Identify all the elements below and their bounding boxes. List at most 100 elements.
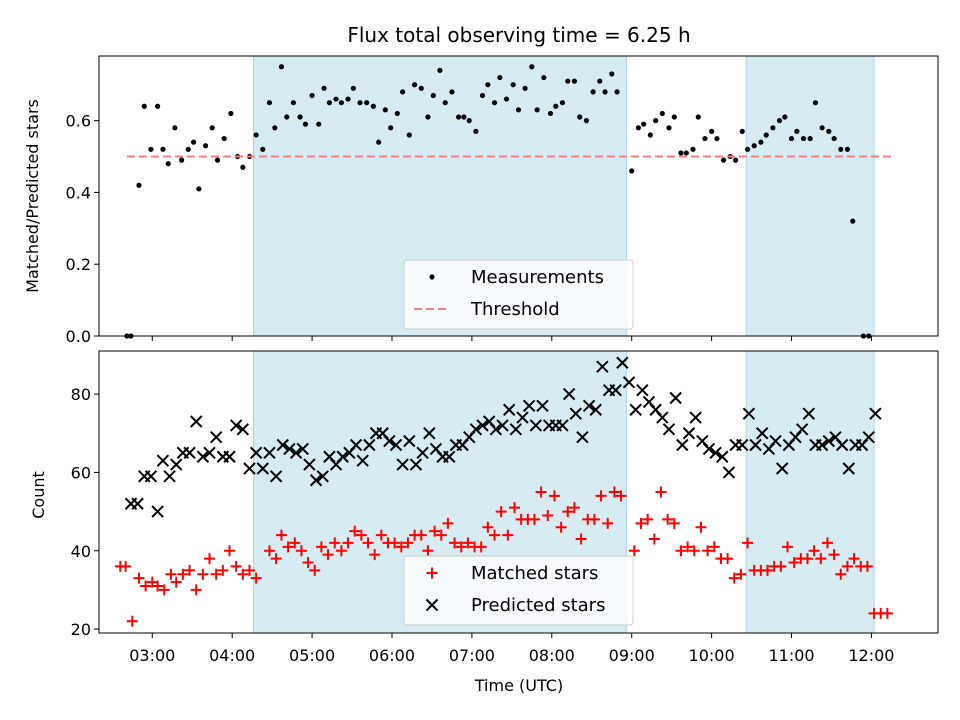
matched-stars-point — [815, 553, 827, 565]
matched-stars-point — [362, 537, 374, 549]
x-tick-label: 05:00 — [289, 646, 335, 665]
measurement-point — [284, 114, 290, 120]
matched-stars-point — [662, 513, 674, 525]
matched-stars-point — [835, 568, 847, 580]
measurement-point — [455, 114, 462, 120]
measurement-point — [338, 100, 344, 106]
matched-stars-point — [615, 490, 627, 502]
matched-stars-point — [735, 568, 747, 580]
predicted-stars-point — [403, 434, 416, 448]
measurement-point — [466, 118, 472, 124]
predicted-stars-point — [536, 399, 549, 413]
measurement-point — [666, 125, 672, 131]
matched-stars-point — [335, 545, 347, 557]
legend-box — [403, 259, 634, 330]
measurement-point — [165, 161, 171, 167]
matched-stars-point — [224, 545, 236, 557]
matched-stars-point — [535, 486, 547, 498]
measurement-point — [148, 146, 154, 152]
matched-stars-point — [848, 553, 860, 565]
matched-stars-point — [708, 541, 720, 553]
predicted-stars-point — [163, 470, 176, 483]
predicted-stars-point — [636, 383, 649, 397]
measurement-point — [326, 100, 332, 106]
matched-stars-point — [322, 549, 334, 561]
bottom-y-axis-label: Count — [29, 471, 48, 519]
matched-stars-point — [682, 541, 694, 553]
measurement-point — [850, 218, 856, 224]
predicted-stars-point — [296, 442, 309, 456]
y-tick-label: 0.0 — [66, 327, 91, 346]
legend-box — [403, 555, 634, 626]
predicted-stars-point — [236, 423, 250, 436]
matched-stars-point — [475, 541, 487, 553]
legend-label: Threshold — [470, 299, 560, 320]
measurement-point — [758, 139, 764, 145]
x-tick-label: 08:00 — [529, 646, 575, 665]
y-tick-label: 60 — [71, 463, 91, 482]
x-tick-label: 12:00 — [848, 646, 894, 665]
measurement-point — [807, 135, 813, 142]
x-tick-label: 03:00 — [129, 646, 175, 665]
measurement-point — [418, 85, 424, 91]
matched-stars-point — [489, 529, 501, 541]
measurement-point — [683, 150, 689, 156]
predicted-stars-point — [190, 415, 203, 428]
predicted-stars-point — [662, 423, 676, 436]
matched-stars-point — [688, 545, 700, 557]
matched-stars-point — [289, 537, 301, 549]
measurement-point — [695, 114, 701, 120]
matched-stars-point — [588, 513, 600, 525]
matched-stars-point — [542, 510, 554, 521]
matched-stars-point — [642, 513, 654, 525]
measurement-point — [614, 89, 620, 95]
predicted-stars-point — [702, 442, 716, 456]
measurement-point — [221, 135, 227, 142]
predicted-stars-point — [349, 438, 363, 452]
matched-stars-point — [495, 506, 507, 518]
matched-stars-point — [702, 545, 714, 557]
measurement-point — [437, 67, 443, 73]
matched-stars-point — [821, 537, 833, 549]
predicted-stars-point — [489, 423, 503, 436]
predicted-stars-point — [229, 419, 243, 432]
measurement-point — [196, 186, 202, 192]
measurement-point — [178, 157, 185, 163]
predicted-stars-point — [509, 423, 523, 436]
measurement-point — [571, 78, 578, 84]
matched-stars-point — [695, 521, 707, 533]
matched-stars-point — [217, 564, 229, 576]
predicted-stars-point — [276, 438, 289, 452]
y-tick-label: 0.6 — [66, 112, 91, 131]
matched-stars-point — [435, 529, 447, 541]
predicted-stars-point — [356, 454, 369, 467]
measurement-point — [172, 125, 178, 131]
matched-stars-point — [190, 584, 202, 596]
predicted-stars-point — [396, 458, 409, 471]
matched-stars-point — [861, 560, 873, 572]
predicted-stars-point — [616, 356, 629, 369]
predicted-stars-point — [263, 446, 276, 460]
matched-stars-point — [881, 607, 893, 619]
y-tick-label: 0.2 — [66, 255, 91, 274]
matched-stars-point — [575, 533, 587, 545]
measurement-point — [491, 100, 498, 106]
matched-stars-point — [402, 537, 414, 549]
measurement-point — [461, 114, 467, 120]
measurement-point — [641, 121, 647, 127]
matched-stars-point — [482, 521, 494, 533]
measurement-point — [590, 89, 596, 95]
matched-stars-point — [782, 541, 794, 553]
measurement-point — [838, 146, 844, 152]
matched-stars-point — [728, 572, 740, 584]
matched-stars-point — [250, 572, 262, 584]
matched-stars-point — [349, 525, 361, 537]
matched-stars-point — [210, 568, 222, 580]
measurement-point — [302, 121, 309, 127]
matched-stars-point — [197, 568, 209, 580]
predicted-stars-point — [256, 462, 270, 475]
predicted-stars-point — [669, 391, 682, 405]
matched-stars-point — [628, 545, 640, 557]
predicted-stars-point — [502, 403, 516, 416]
